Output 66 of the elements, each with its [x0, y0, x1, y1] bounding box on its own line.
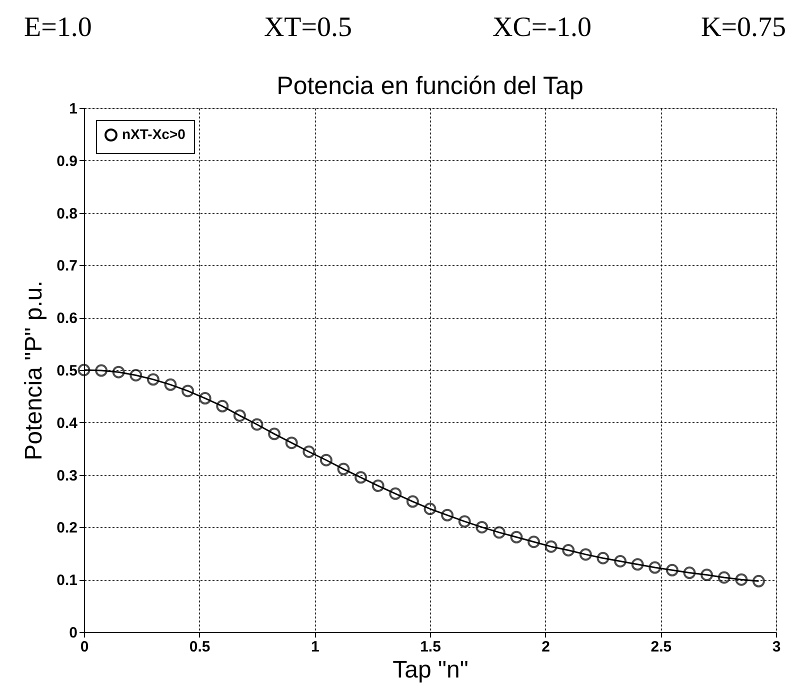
point — [718, 571, 730, 584]
point — [458, 515, 471, 528]
y-tick-label: 0.4 — [56, 414, 78, 432]
point — [683, 566, 696, 580]
x-tick-label: 3 — [772, 638, 781, 656]
point — [268, 428, 281, 440]
point — [666, 564, 678, 576]
point — [648, 561, 662, 574]
point — [216, 400, 229, 412]
y-tick-label: 0.8 — [56, 205, 78, 222]
point — [198, 392, 212, 405]
point — [735, 573, 748, 586]
point — [424, 502, 436, 516]
point — [528, 536, 540, 548]
point — [476, 520, 488, 534]
point — [562, 544, 575, 556]
point — [95, 364, 108, 377]
y-tick-label: 1 — [69, 100, 78, 118]
point — [233, 409, 246, 422]
chart-title: Potencia en función del Tap — [276, 72, 584, 100]
y-tick-label: 0.2 — [56, 520, 78, 537]
point — [130, 369, 142, 382]
point — [579, 548, 592, 561]
x-tick-label: 0 — [80, 638, 89, 656]
point — [372, 480, 384, 492]
point — [320, 454, 332, 466]
x-tick-label: 0.5 — [189, 638, 210, 656]
x-tick-label: 1 — [310, 638, 320, 656]
y-tick-label: 0.7 — [56, 258, 78, 275]
x-axis-title: Tap "n" — [392, 656, 468, 684]
point — [406, 495, 419, 508]
text: XT=0.5 — [264, 12, 352, 43]
y-tick-label: 0 — [69, 624, 78, 642]
point — [614, 555, 627, 568]
point — [250, 418, 264, 431]
point — [285, 436, 298, 450]
x-tick-label: 1.5 — [420, 638, 441, 656]
point — [544, 540, 558, 553]
point — [146, 373, 160, 386]
y-tick-label: 0.9 — [56, 152, 78, 170]
y-axis-title: Potencia "P" p.u. — [20, 280, 48, 460]
point — [182, 384, 194, 398]
y-tick-label: 0.6 — [56, 310, 78, 328]
x-tick-label: 2 — [542, 638, 550, 656]
point — [510, 530, 523, 544]
text: XC=-1.0 — [492, 12, 592, 43]
point — [389, 487, 402, 500]
x-tick-label: 2.5 — [650, 638, 672, 656]
y-tick-label: 0.3 — [56, 467, 78, 484]
point — [78, 364, 90, 376]
y-tick-label: 0.5 — [56, 362, 78, 380]
point — [337, 462, 350, 476]
y-tick-label: 0.1 — [56, 572, 78, 590]
point — [492, 526, 506, 539]
text: E=1.0 — [24, 12, 92, 43]
point — [700, 568, 714, 582]
point — [441, 508, 454, 522]
point — [164, 378, 177, 391]
point — [112, 366, 125, 378]
text: K=0.75 — [700, 12, 786, 43]
point — [752, 574, 765, 588]
legend-label: nXT-Xc>0 — [122, 126, 186, 142]
point — [354, 471, 368, 484]
point — [596, 552, 610, 564]
point — [631, 558, 644, 571]
point — [302, 446, 316, 458]
